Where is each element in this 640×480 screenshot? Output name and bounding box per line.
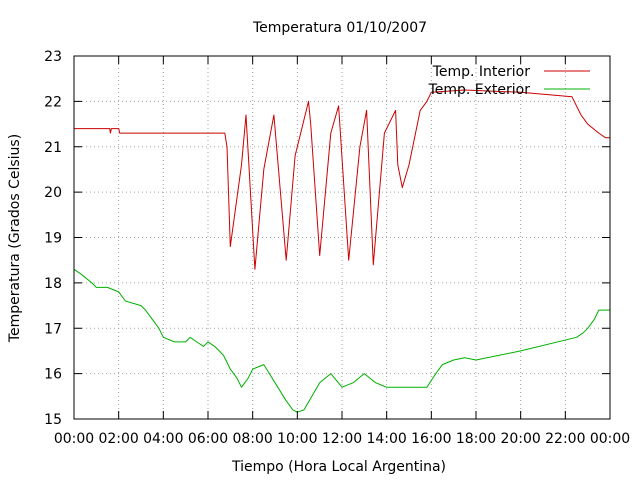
legend-label: Temp. Exterior bbox=[428, 82, 531, 98]
x-tick-label: 06:00 bbox=[188, 431, 228, 447]
y-tick-label: 17 bbox=[44, 321, 62, 337]
legend-label: Temp. Interior bbox=[432, 64, 531, 80]
y-tick-label: 19 bbox=[44, 231, 62, 247]
grid bbox=[74, 56, 610, 419]
x-tick-label: 12:00 bbox=[322, 431, 362, 447]
chart-title: Temperatura 01/10/2007 bbox=[252, 20, 427, 36]
legend: Temp. Interior Temp. Exterior bbox=[428, 64, 590, 98]
x-tick-label: 00:00 bbox=[590, 431, 630, 447]
y-tick-label: 21 bbox=[44, 140, 62, 156]
series-layer bbox=[73, 89, 610, 413]
x-tick-label: 22:00 bbox=[545, 431, 585, 447]
y-axis-label: Temperatura (Grados Celsius) bbox=[7, 134, 23, 343]
x-tick-label: 14:00 bbox=[366, 431, 406, 447]
series-line-exterior bbox=[73, 268, 610, 413]
x-tick-label: 16:00 bbox=[411, 431, 451, 447]
x-tick-label: 20:00 bbox=[500, 431, 540, 447]
x-tick-label: 10:00 bbox=[277, 431, 317, 447]
x-tick-label: 00:00 bbox=[54, 431, 94, 447]
series-line-interior bbox=[74, 89, 610, 270]
y-tick-label: 23 bbox=[44, 49, 62, 65]
x-axis-label: Tiempo (Hora Local Argentina) bbox=[231, 459, 446, 475]
x-tick-label: 18:00 bbox=[456, 431, 496, 447]
x-tick-label: 02:00 bbox=[98, 431, 138, 447]
x-tick-label: 08:00 bbox=[232, 431, 272, 447]
y-tick-label: 18 bbox=[44, 276, 62, 292]
y-tick-label: 20 bbox=[44, 185, 62, 201]
y-tick-label: 16 bbox=[44, 367, 62, 383]
y-tick-label: 15 bbox=[44, 412, 62, 428]
x-tick-label: 04:00 bbox=[143, 431, 183, 447]
y-tick-label: 22 bbox=[44, 94, 62, 110]
